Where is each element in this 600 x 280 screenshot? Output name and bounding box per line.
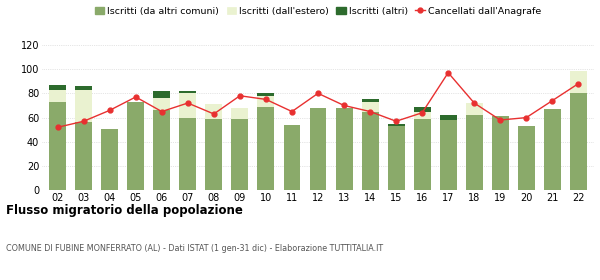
Bar (362, 111, 379, 190)
Bar (257, 96, 274, 107)
Bar (544, 109, 561, 190)
Bar (49, 90, 66, 102)
Bar (440, 120, 457, 190)
Text: COMUNE DI FUBINE MONFERRATO (AL) - Dati ISTAT (1 gen-31 dic) - Elaborazione TUTT: COMUNE DI FUBINE MONFERRATO (AL) - Dati … (6, 244, 383, 253)
Bar (75, 86, 92, 90)
Bar (570, 71, 587, 93)
Bar (49, 102, 66, 190)
Bar (518, 126, 535, 190)
Bar (179, 91, 196, 93)
Bar (362, 99, 379, 102)
Bar (179, 118, 196, 190)
Bar (466, 115, 482, 190)
Bar (388, 126, 404, 190)
Bar (310, 108, 326, 190)
Bar (232, 119, 248, 190)
Legend: Iscritti (da altri comuni), Iscritti (dall'estero), Iscritti (altri), Cancellati: Iscritti (da altri comuni), Iscritti (da… (91, 3, 545, 20)
Bar (440, 115, 457, 120)
Bar (335, 108, 353, 190)
Bar (75, 90, 92, 122)
Bar (257, 93, 274, 96)
Bar (154, 110, 170, 190)
Bar (75, 122, 92, 190)
Bar (388, 124, 404, 126)
Bar (205, 104, 223, 119)
Bar (413, 119, 431, 190)
Text: Flusso migratorio della popolazione: Flusso migratorio della popolazione (6, 204, 243, 217)
Bar (570, 93, 587, 190)
Bar (205, 119, 223, 190)
Bar (413, 111, 431, 119)
Bar (127, 102, 144, 190)
Bar (101, 129, 118, 190)
Bar (362, 102, 379, 111)
Bar (232, 108, 248, 119)
Bar (257, 107, 274, 190)
Bar (49, 85, 66, 90)
Bar (284, 125, 301, 190)
Bar (154, 91, 170, 98)
Bar (492, 116, 509, 190)
Bar (466, 103, 482, 115)
Bar (154, 98, 170, 110)
Bar (413, 107, 431, 111)
Bar (179, 93, 196, 118)
